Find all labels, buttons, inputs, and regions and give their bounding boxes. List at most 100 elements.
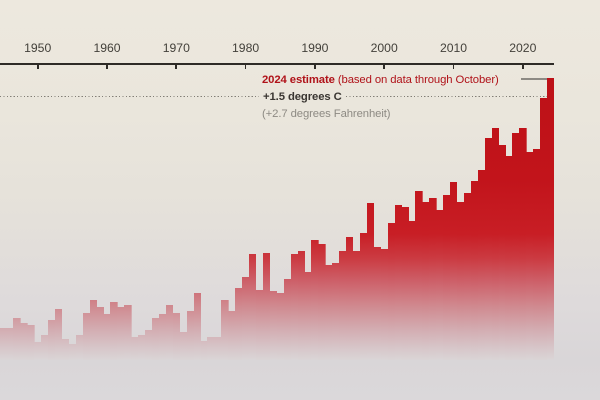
- bar-1950: [34, 342, 42, 360]
- bar-2004: [408, 221, 416, 360]
- threshold-label: +1.5 degrees C: [263, 91, 342, 104]
- estimate-annotation: 2024 estimate (based on data through Oct…: [262, 74, 499, 86]
- bar-1951: [41, 335, 49, 360]
- bar-2014: [477, 169, 486, 360]
- bar-1977: [221, 300, 229, 360]
- bar-2006: [422, 201, 430, 360]
- bar-1983: [262, 252, 271, 360]
- estimate-pointer-line: [520, 78, 547, 80]
- bar-1967: [152, 317, 160, 360]
- bar-1968: [158, 314, 167, 360]
- bar-1948: [20, 323, 28, 360]
- bar-1962: [117, 307, 125, 360]
- bar-1955: [68, 344, 77, 360]
- bar-1952: [48, 319, 56, 360]
- bar-2022: [533, 148, 541, 360]
- x-axis-label-2020: 2020: [509, 41, 537, 55]
- bar-1992: [325, 265, 333, 360]
- bar-2018: [505, 155, 513, 360]
- bar-1953: [55, 309, 63, 360]
- bar-2001: [387, 222, 395, 360]
- bar-2010: [450, 182, 458, 360]
- x-axis-label-2000: 2000: [370, 41, 398, 55]
- bar-1993: [332, 263, 340, 360]
- bar-1984: [269, 291, 278, 360]
- x-axis-label-1950: 1950: [24, 41, 52, 55]
- bar-1959: [96, 307, 104, 360]
- bar-2015: [484, 138, 492, 360]
- bar-2008: [436, 210, 444, 360]
- bar-1996: [353, 250, 361, 360]
- bar-1972: [186, 310, 195, 360]
- x-axis-label-1970: 1970: [162, 41, 190, 55]
- bar-1989: [304, 272, 312, 360]
- bar-1987: [290, 254, 298, 360]
- x-axis-tick-1990: [314, 64, 316, 70]
- bar-1998: [366, 203, 375, 360]
- bar-1956: [75, 335, 84, 360]
- bar-1997: [359, 233, 368, 360]
- threshold-dotted-line-left: [0, 95, 259, 98]
- bar-2009: [443, 194, 451, 360]
- bar-1976: [214, 337, 222, 360]
- bar-1999: [373, 247, 382, 360]
- x-axis-tick-2020: [521, 64, 524, 70]
- bar-1960: [103, 314, 111, 360]
- x-axis-tick-1950: [36, 64, 39, 70]
- bar-2023: [540, 97, 548, 360]
- bar-2019: [512, 133, 520, 360]
- bar-1954: [61, 338, 70, 360]
- x-axis-tick-2000: [383, 64, 386, 70]
- bar-2005: [415, 191, 423, 360]
- bar-1958: [89, 300, 97, 360]
- bar-2002: [394, 205, 402, 360]
- bar-1978: [228, 310, 236, 360]
- estimate-annotation-bold: 2024 estimate: [262, 73, 335, 86]
- bar-1947: [13, 317, 21, 360]
- bar-2013: [470, 180, 479, 360]
- bar-1965: [138, 335, 146, 360]
- bar-2000: [380, 249, 389, 360]
- bar-1985: [276, 293, 285, 360]
- x-axis-tick-1960: [106, 64, 108, 70]
- x-axis-label-1990: 1990: [301, 41, 329, 55]
- x-axis-label-1960: 1960: [93, 41, 121, 55]
- bar-1971: [179, 331, 188, 360]
- bar-1961: [110, 301, 118, 360]
- bar-1979: [235, 287, 243, 360]
- bar-2003: [401, 206, 409, 360]
- bar-1966: [145, 330, 153, 360]
- bar-1975: [207, 337, 215, 360]
- bar-1995: [346, 236, 354, 360]
- bar-1990: [311, 240, 319, 360]
- bar-2020: [519, 127, 527, 360]
- bar-1988: [297, 250, 305, 360]
- bar-2007: [429, 198, 437, 360]
- bar-1986: [283, 279, 292, 360]
- bar-2017: [498, 145, 506, 360]
- threshold-dotted-line-right: [345, 95, 547, 98]
- bar-1980: [242, 277, 250, 360]
- bar-1974: [200, 340, 208, 360]
- x-axis-tick-2010: [452, 64, 455, 70]
- x-axis-label-2010: 2010: [439, 41, 468, 55]
- bar-1982: [255, 289, 264, 360]
- x-axis-tick-1970: [175, 64, 178, 70]
- bar-2016: [491, 127, 499, 360]
- bar-1964: [131, 337, 139, 360]
- bar-1970: [172, 312, 181, 360]
- threshold-fahrenheit-label: (+2.7 degrees Fahrenheit): [262, 107, 391, 120]
- x-axis-label-1980: 1980: [232, 41, 260, 55]
- x-axis-line: [0, 63, 554, 65]
- bar-1969: [165, 305, 174, 360]
- bar-1973: [193, 293, 201, 360]
- bar-2021: [526, 152, 534, 360]
- bar-2012: [463, 192, 472, 360]
- bar-1945: [0, 328, 7, 360]
- bar-1957: [82, 312, 91, 360]
- bar-1991: [318, 243, 326, 360]
- bar-1946: [6, 328, 14, 360]
- x-axis-tick-1980: [244, 64, 247, 70]
